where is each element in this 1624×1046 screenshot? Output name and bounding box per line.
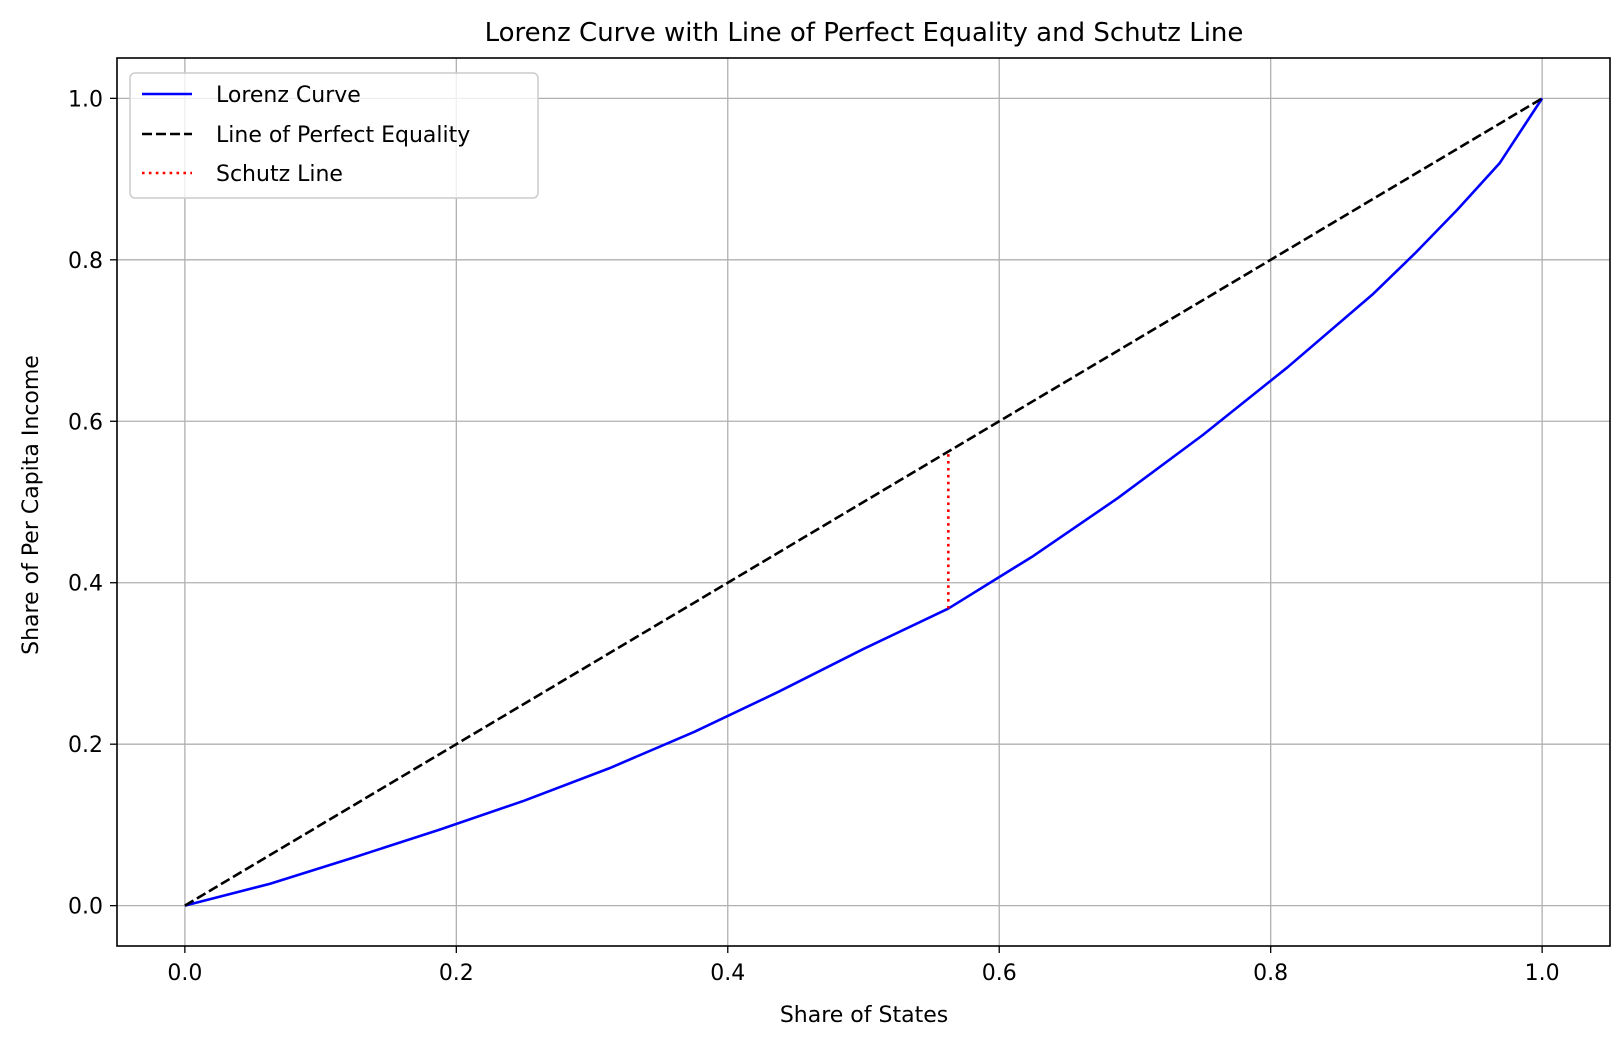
x-tick-label: 0.4 — [710, 961, 745, 986]
ticks: 0.0 0.2 0.4 0.6 0.8 1.0 0.0 0.2 0.4 0.6 0.8 1.0 — [68, 87, 1560, 986]
legend: Lorenz Curve Line of Perfect Equality Sc… — [129, 72, 539, 199]
x-tick-label: 0.0 — [167, 961, 202, 986]
y-tick-label: 0.6 — [68, 410, 103, 435]
y-tick-label: 0.4 — [68, 572, 103, 597]
y-tick-label: 0.8 — [68, 249, 103, 274]
y-tick-label: 0.0 — [68, 895, 103, 920]
y-axis-label: Share of Per Capita Income — [19, 355, 44, 655]
x-tick-label: 1.0 — [1525, 961, 1560, 986]
x-tick-label: 0.8 — [1253, 961, 1288, 986]
chart-title: Lorenz Curve with Line of Perfect Equali… — [485, 18, 1244, 48]
y-tick-label: 0.2 — [68, 733, 103, 758]
x-tick-label: 0.2 — [439, 961, 474, 986]
series-layer — [184, 97, 1544, 907]
legend-label-lorenz-curve: Lorenz Curve — [216, 83, 361, 108]
series-line-line-of-perfect-equality — [184, 97, 1543, 907]
plot-frame — [116, 57, 1611, 947]
y-tick-label: 1.0 — [68, 87, 103, 112]
legend-label-perfect-equality: Line of Perfect Equality — [216, 123, 470, 148]
legend-label-schutz-line: Schutz Line — [216, 162, 343, 187]
x-tick-label: 0.6 — [982, 961, 1017, 986]
x-axis-label: Share of States — [780, 1003, 948, 1028]
legend-box — [129, 72, 539, 199]
